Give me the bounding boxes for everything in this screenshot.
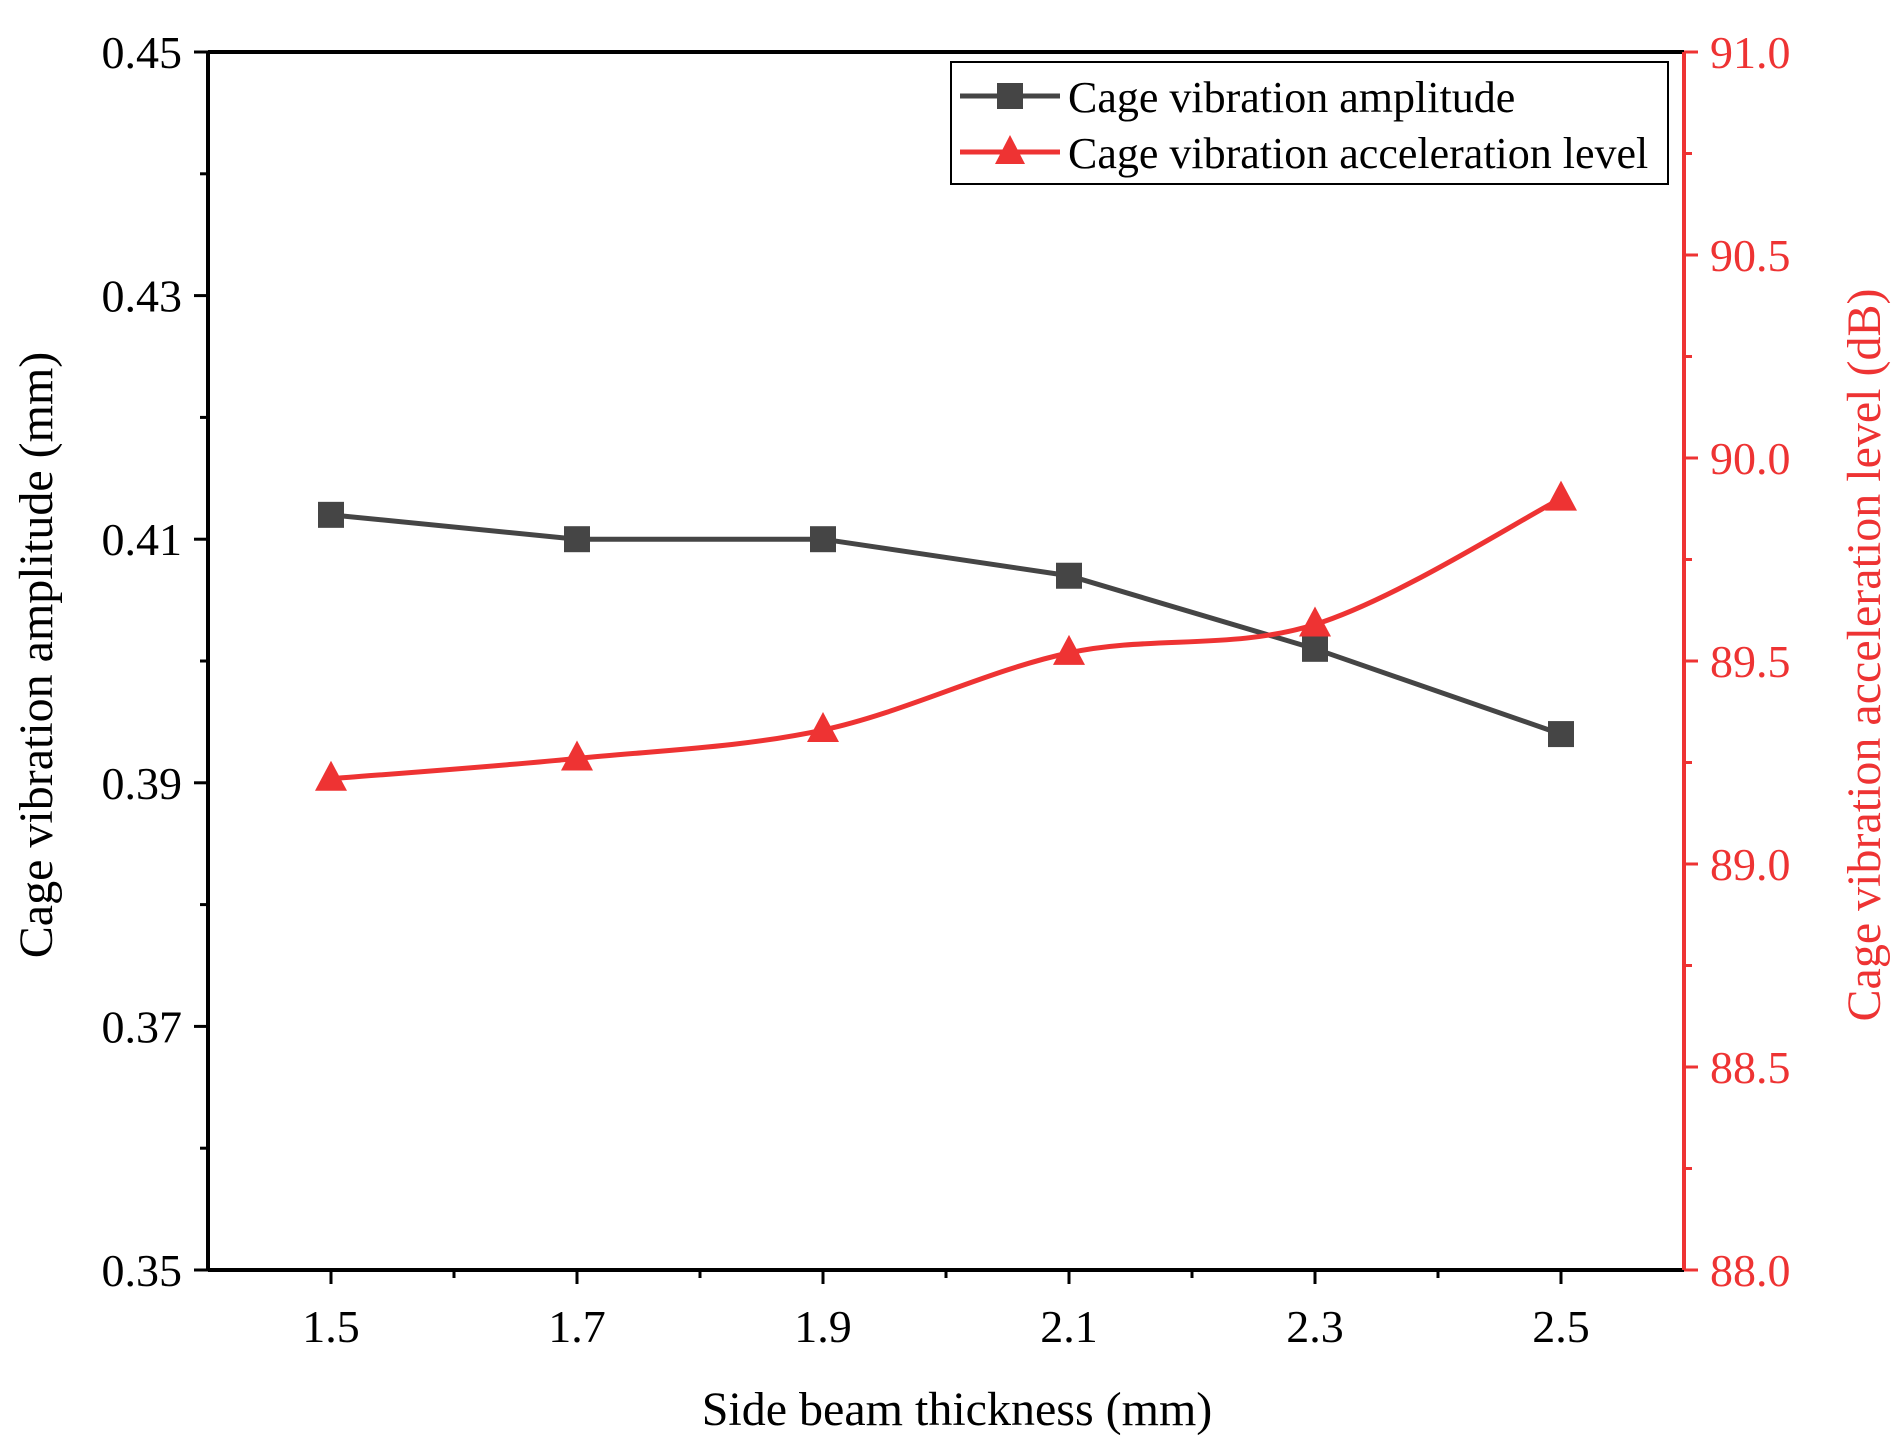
legend-label-amplitude: Cage vibration amplitude [1068,73,1515,122]
legend-square-marker [997,83,1023,109]
x-tick-label: 1.9 [794,1301,852,1352]
y-left-tick-label: 0.43 [102,271,183,322]
x-tick-label: 1.5 [302,1301,360,1352]
amplitude-point [1056,562,1082,589]
acceleration-point [1545,480,1577,511]
y-left-tick-label: 0.41 [102,514,183,565]
x-axis-title: Side beam thickness (mm) [702,1383,1213,1436]
y-left-tick-label: 0.37 [102,1001,183,1052]
legend-triangle-marker [995,135,1025,164]
amplitude-point [1548,721,1574,748]
series-line-amplitude [330,512,1562,737]
plot-area: 1.5 1.7 1.9 2.1 2.3 2.5 0.35 0.37 0.39 0.41 0.43 0.… [102,27,1791,1352]
legend-label-acceleration: Cage vibration acceleration level [1068,129,1648,178]
acceleration-point [1053,634,1085,665]
y-right-tick-label: 91.0 [1710,27,1791,78]
y-right-tick-label: 90.5 [1710,230,1791,281]
acceleration-point [561,740,593,771]
amplitude-point [318,501,344,528]
acceleration-point [1299,606,1331,637]
y-right-tick-label: 88.0 [1710,1245,1791,1296]
y-left-tick-label: 0.39 [102,758,183,809]
series-line-acceleration [330,496,1563,782]
legend: Cage vibration amplitude Cage vibration … [950,61,1669,185]
amplitude-point [564,526,590,553]
y-right-tick-label: 89.0 [1710,839,1791,890]
y-right-tick-label: 88.5 [1710,1042,1791,1093]
acceleration-point [315,760,347,791]
x-tick-label: 2.1 [1040,1301,1098,1352]
legend-box [950,61,1669,185]
acceleration-point [807,712,839,743]
y-right-tick-label: 89.5 [1710,636,1791,687]
x-tick-label: 2.5 [1532,1301,1590,1352]
x-tick-label: 1.7 [548,1301,606,1352]
y-axis-left-title: Cage vibration amplitude (mm) [10,352,63,959]
amplitude-point [810,526,836,553]
x-tick-label: 2.3 [1286,1301,1344,1352]
y-left-tick-label: 0.45 [102,27,183,78]
y-axis-right-title: Cage vibration acceleration level (dB) [1838,288,1891,1021]
amplitude-point [1302,635,1328,662]
y-left-tick-label: 0.35 [102,1245,183,1296]
y-right-tick-label: 90.0 [1710,433,1791,484]
